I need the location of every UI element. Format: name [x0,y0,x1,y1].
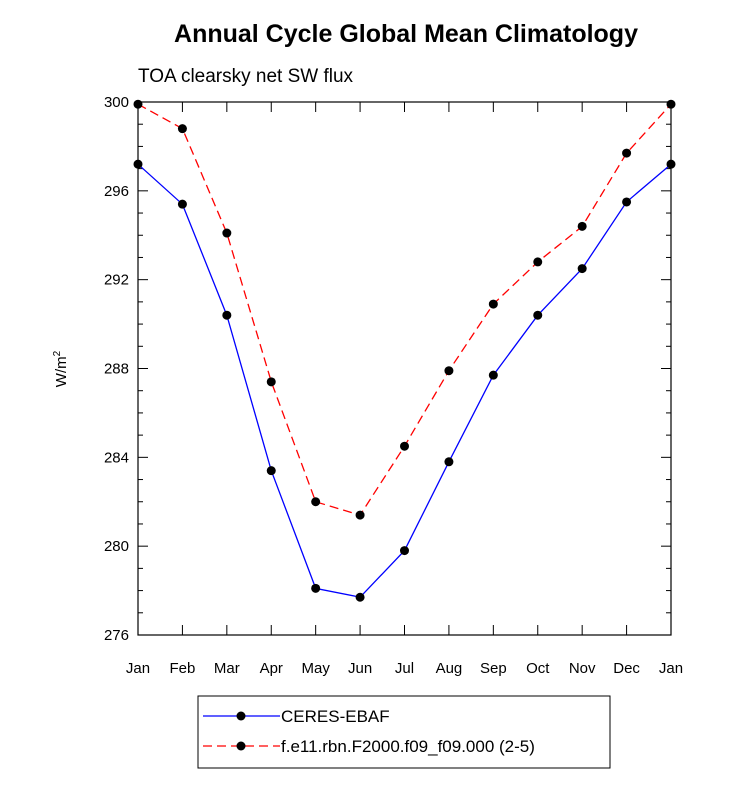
legend-box [197,695,611,769]
x-tick-label: Jun [348,660,372,677]
series-layer [133,99,676,602]
data-point [266,466,276,476]
data-point [533,310,543,320]
data-point [488,299,498,309]
data-point [355,510,365,520]
x-tick-label: Aug [436,660,463,677]
x-tick-label: Jan [659,660,683,677]
x-tick-label: Feb [169,660,195,677]
data-point [311,497,321,507]
y-tick-label: 280 [104,538,129,555]
legend-label: CERES-EBAF [281,707,390,726]
y-tick-label: 292 [104,272,129,289]
y-tick-label: 276 [104,627,129,644]
x-tick-label: Nov [569,660,596,677]
series-line [137,163,672,598]
data-point [133,99,143,109]
data-point [311,583,321,593]
data-point [533,257,543,267]
y-tick-label: 300 [104,94,129,111]
x-tick-label: Jul [395,660,414,677]
data-point [622,148,632,158]
legend-marker [236,741,246,751]
data-point [177,124,187,134]
chart-subtitle: TOA clearsky net SW flux [138,66,354,87]
x-tick-label: Jan [126,660,150,677]
y-tick-label: 284 [104,449,129,466]
legend: CERES-EBAF f.e11.rbn.F2000.f09_f09.000 (2… [197,695,611,769]
data-point [222,310,232,320]
data-point [177,199,187,209]
data-point [266,377,276,387]
data-point [577,221,587,231]
x-tick-label: Apr [260,660,283,677]
legend-label: f.e11.rbn.F2000.f09_f09.000 (2-5) [281,737,535,756]
legend-marker [236,711,246,721]
legend-item: f.e11.rbn.F2000.f09_f09.000 (2-5) [203,737,535,756]
x-tick-label: May [301,660,330,677]
data-point [444,366,454,376]
legend-items: CERES-EBAF f.e11.rbn.F2000.f09_f09.000 (2… [203,707,535,756]
series-1 [133,159,676,602]
y-axis-label-superscript: 2 [52,350,63,356]
y-axis-label-text: W/m [53,356,70,387]
x-tick-labels: Jan Feb Mar Apr May Jun Jul Aug Sep Oct Nov Dec Jan [126,660,683,677]
series-2 [133,99,676,520]
legend-item: CERES-EBAF [203,707,390,726]
data-point [577,264,587,274]
x-tick-label: Sep [480,660,507,677]
data-point [666,99,676,109]
y-tick-labels: 276 280 284 288 292 296 300 [104,94,129,644]
data-point [666,159,676,169]
x-tick-label: Dec [613,660,640,677]
axis-ticks [137,101,672,636]
series-line [137,103,672,516]
chart-title: Annual Cycle Global Mean Climatology [174,20,638,48]
y-tick-label: 296 [104,183,129,200]
x-tick-label: Mar [214,660,240,677]
data-point [355,592,365,602]
data-point [444,457,454,467]
data-point [622,197,632,207]
data-point [222,228,232,238]
y-tick-label: 288 [104,361,129,378]
svg-text:W/m2: W/m2 [52,350,70,387]
data-point [400,546,409,556]
data-point [488,370,498,380]
data-point [133,159,143,169]
y-axis-label: W/m2 [52,350,70,387]
x-tick-label: Oct [526,660,550,677]
data-point [400,441,409,451]
